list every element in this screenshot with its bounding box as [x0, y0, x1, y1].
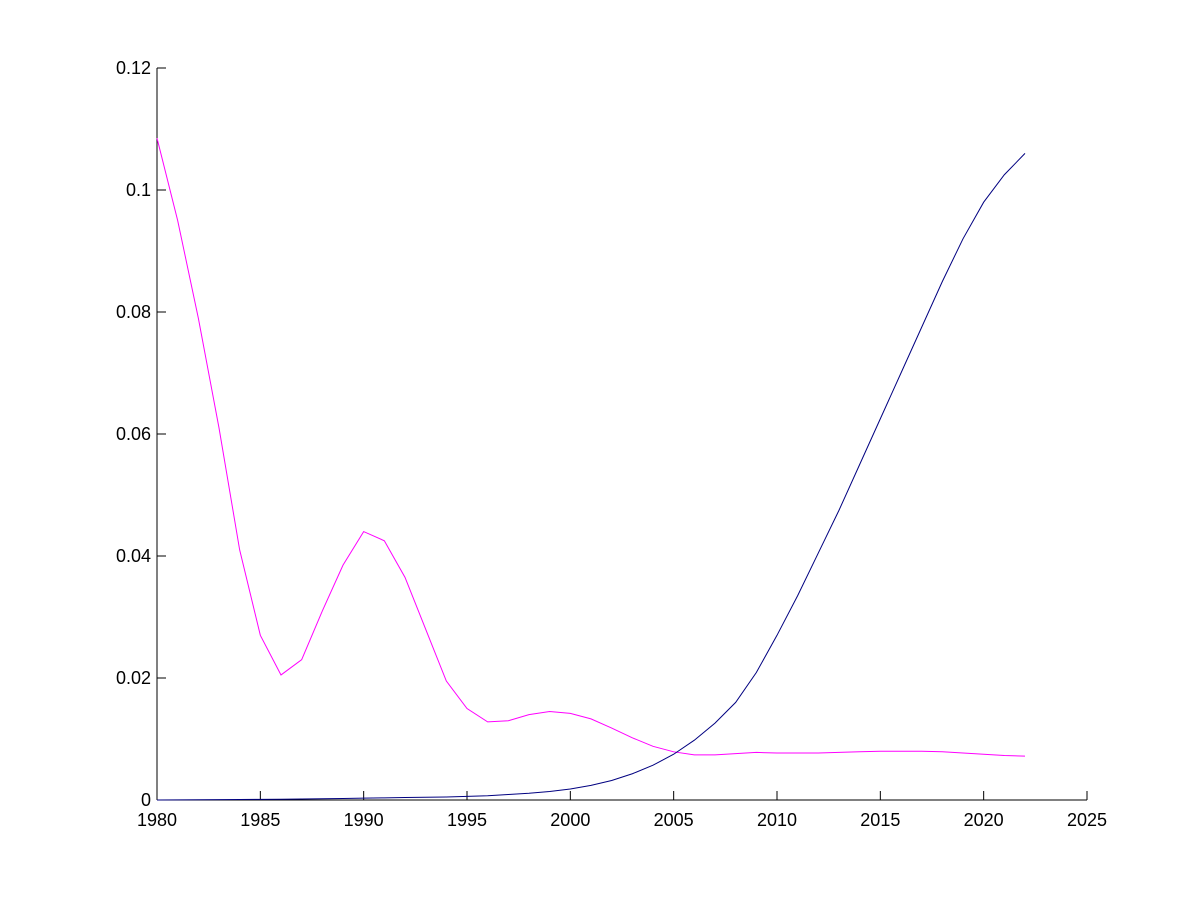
x-tick-label: 2010 [757, 810, 797, 830]
y-tick-label: 0.12 [116, 58, 151, 78]
x-tick-label: 1985 [240, 810, 280, 830]
series-line [156, 153, 1026, 801]
x-tick-label: 1990 [344, 810, 384, 830]
x-tick-label: 2020 [964, 810, 1004, 830]
x-tick-label: 1995 [447, 810, 487, 830]
y-tick-label: 0.1 [126, 180, 151, 200]
y-tick-label: 0.08 [116, 302, 151, 322]
x-tick-label: 2000 [550, 810, 590, 830]
x-tick-label: 1980 [137, 810, 177, 830]
y-tick-label: 0.02 [116, 668, 151, 688]
y-tick-label: 0.04 [116, 546, 151, 566]
x-tick-label: 2025 [1067, 810, 1107, 830]
x-tick-label: 2005 [654, 810, 694, 830]
y-tick-label: 0.06 [116, 424, 151, 444]
series-line [156, 138, 1026, 757]
x-tick-label: 2015 [860, 810, 900, 830]
y-tick-label: 0 [141, 790, 151, 810]
